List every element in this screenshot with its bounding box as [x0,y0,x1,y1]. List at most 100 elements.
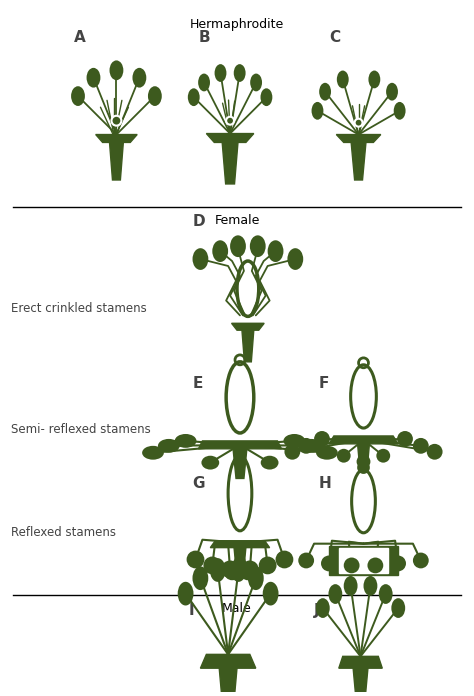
Polygon shape [210,541,270,548]
Ellipse shape [248,567,264,590]
Ellipse shape [250,235,265,257]
Polygon shape [329,436,398,444]
Circle shape [367,557,383,574]
Ellipse shape [250,74,262,91]
Polygon shape [339,548,388,574]
Polygon shape [242,330,254,362]
Ellipse shape [268,240,283,262]
Ellipse shape [212,240,228,262]
Ellipse shape [328,584,342,604]
Ellipse shape [287,248,303,270]
Circle shape [298,438,314,454]
Polygon shape [337,134,381,143]
Text: Male: Male [222,602,252,615]
Ellipse shape [87,68,100,88]
Ellipse shape [300,439,322,453]
Ellipse shape [319,83,331,101]
Ellipse shape [230,558,246,582]
Ellipse shape [261,456,279,470]
Text: Female: Female [214,214,260,227]
Circle shape [284,444,300,459]
Ellipse shape [132,68,146,88]
Circle shape [337,449,351,463]
Text: Semi- reflexed stamens: Semi- reflexed stamens [11,422,150,436]
Circle shape [241,560,259,578]
Text: H: H [319,476,332,491]
Text: Hermaphrodite: Hermaphrodite [190,18,284,31]
Ellipse shape [142,446,164,459]
Circle shape [344,557,360,574]
Ellipse shape [316,598,330,618]
Ellipse shape [201,456,219,470]
Ellipse shape [316,446,338,459]
Circle shape [413,438,428,454]
Circle shape [203,557,221,574]
Text: Erect crinkled stamens: Erect crinkled stamens [11,302,146,315]
Ellipse shape [234,64,246,82]
Ellipse shape [178,582,193,606]
Ellipse shape [392,598,405,618]
Polygon shape [351,143,366,180]
Text: J: J [314,603,319,618]
Text: I: I [189,603,194,618]
Text: F: F [319,376,329,390]
Ellipse shape [379,584,392,604]
Ellipse shape [283,434,305,448]
Ellipse shape [261,88,273,106]
Ellipse shape [198,74,210,91]
Circle shape [226,117,234,125]
Ellipse shape [188,88,200,106]
Ellipse shape [148,86,162,106]
Ellipse shape [192,248,209,270]
Circle shape [413,553,428,569]
Polygon shape [232,324,264,330]
Text: E: E [192,376,203,390]
Ellipse shape [215,64,227,82]
Circle shape [298,553,314,569]
Text: D: D [192,214,205,230]
Circle shape [356,454,370,468]
Polygon shape [109,143,123,180]
Circle shape [187,551,204,569]
Polygon shape [353,668,368,696]
Ellipse shape [368,70,380,88]
Circle shape [221,560,239,578]
Ellipse shape [230,235,246,257]
Circle shape [390,555,406,571]
Ellipse shape [344,576,357,596]
Ellipse shape [192,567,208,590]
Circle shape [259,557,276,574]
Polygon shape [234,548,246,574]
Ellipse shape [386,83,398,101]
Text: C: C [329,30,340,45]
Ellipse shape [364,576,377,596]
Circle shape [397,431,413,447]
Polygon shape [219,668,237,696]
Text: B: B [199,30,210,45]
Polygon shape [206,134,254,143]
Circle shape [111,116,121,126]
Circle shape [427,444,443,459]
Ellipse shape [210,558,226,582]
Ellipse shape [337,70,349,88]
Text: A: A [74,30,86,45]
Ellipse shape [71,86,85,106]
Polygon shape [329,546,398,576]
Ellipse shape [311,102,323,120]
Polygon shape [222,143,238,184]
Circle shape [376,449,390,463]
Circle shape [355,119,363,127]
Circle shape [321,555,337,571]
Circle shape [224,564,240,580]
Circle shape [275,551,293,569]
Ellipse shape [394,102,406,120]
Polygon shape [339,656,382,668]
Polygon shape [201,654,256,668]
Text: G: G [192,476,205,491]
Polygon shape [199,441,282,449]
Polygon shape [96,134,137,143]
Ellipse shape [109,61,123,80]
Circle shape [314,431,330,447]
Polygon shape [357,444,369,471]
Ellipse shape [158,439,180,453]
